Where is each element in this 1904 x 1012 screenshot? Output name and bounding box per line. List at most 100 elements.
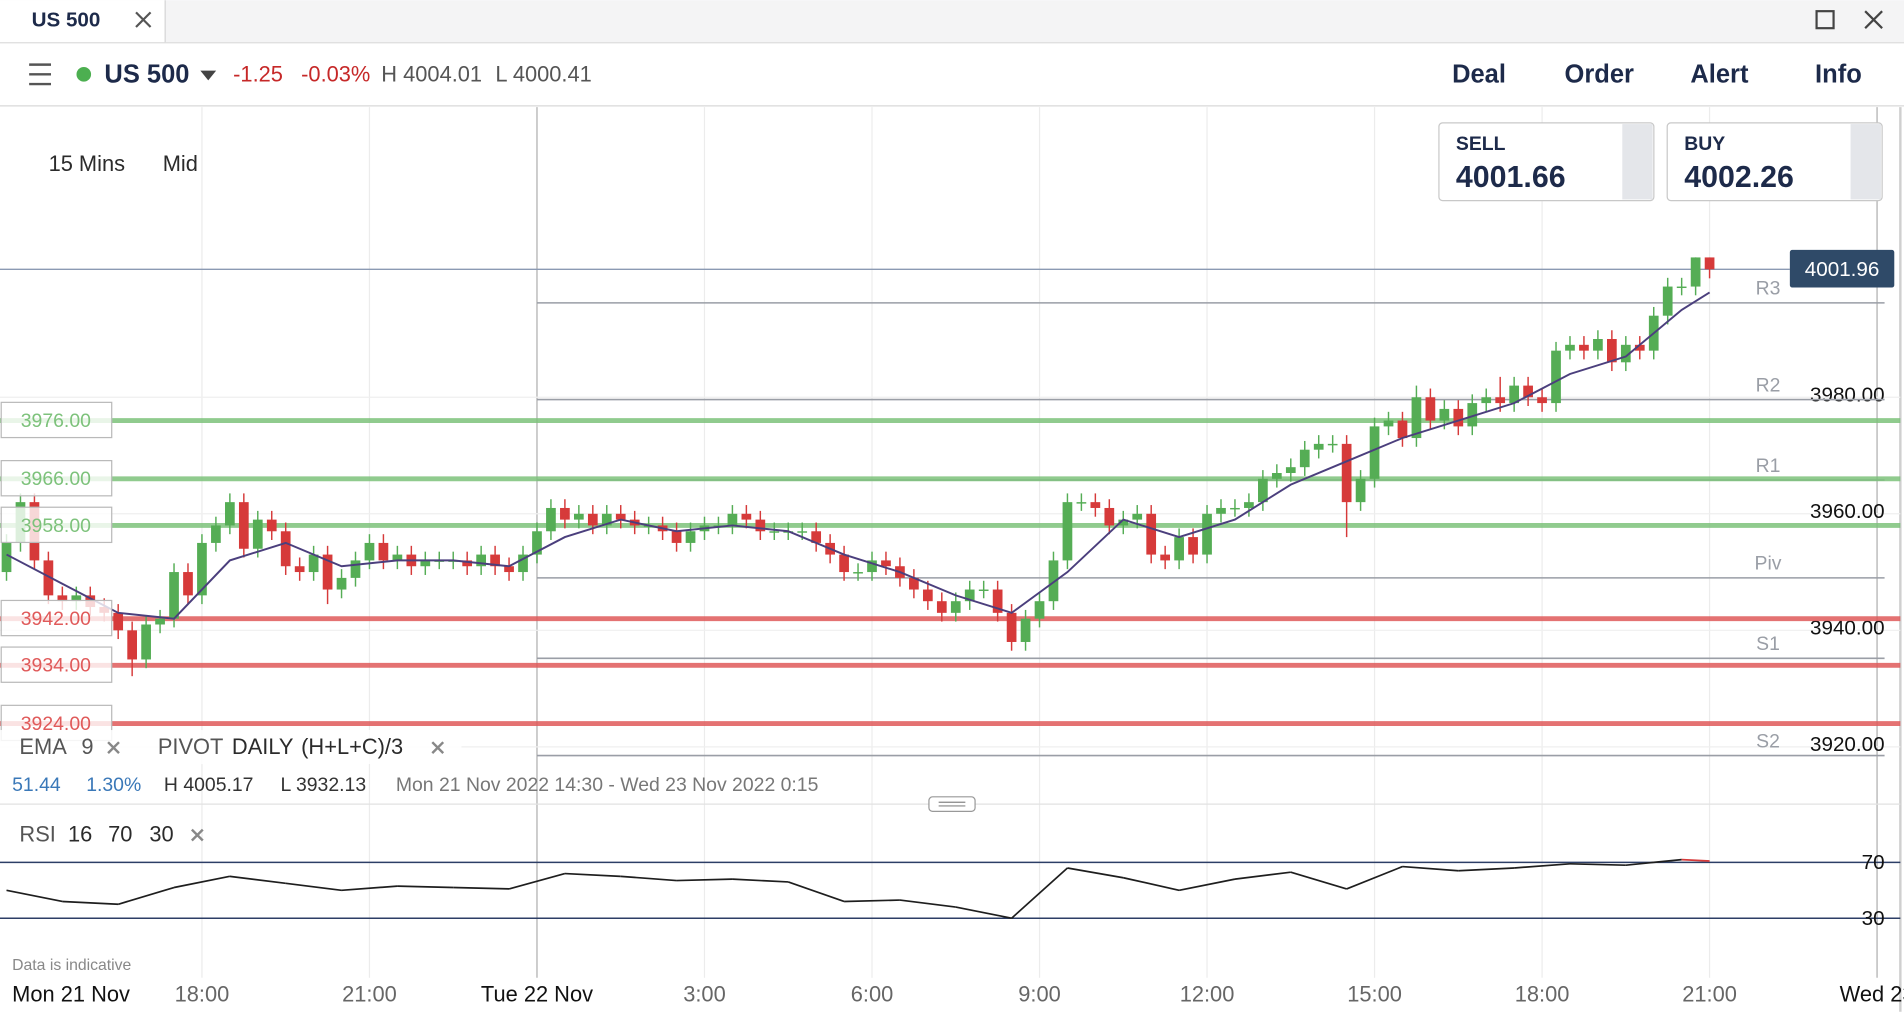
candle-body xyxy=(308,554,319,573)
candle-body xyxy=(671,531,682,543)
candle-body xyxy=(532,531,542,555)
level-box xyxy=(0,460,113,497)
panel-resize-handle[interactable] xyxy=(928,796,976,812)
candle-body xyxy=(587,513,598,526)
candle-body xyxy=(797,531,808,533)
instrument[interactable]: US 500 xyxy=(104,60,189,88)
candle-body xyxy=(601,513,612,526)
candle-body xyxy=(294,566,305,573)
instrument-dropdown[interactable] xyxy=(200,70,217,81)
change: -1.25 xyxy=(233,61,283,86)
rsi-tick-label: 30 xyxy=(1862,907,1885,930)
window-close[interactable] xyxy=(1864,10,1883,29)
candle-body xyxy=(155,618,165,625)
tab-close[interactable] xyxy=(135,11,152,28)
rsi-segment xyxy=(341,885,398,892)
candle-body xyxy=(909,577,919,590)
rsi-segment xyxy=(787,881,845,903)
rsi-segment xyxy=(117,886,175,906)
pivot-label: S2 xyxy=(1756,730,1780,752)
candle-body xyxy=(71,595,82,602)
candle-body xyxy=(1,542,12,573)
candle-body xyxy=(1076,502,1087,504)
buy-label: BUY xyxy=(1684,133,1725,155)
rsi-segment xyxy=(6,889,63,903)
candle-body xyxy=(1090,502,1101,508)
rsi-segment xyxy=(453,886,510,890)
rsi-param: 30 xyxy=(149,821,173,846)
rsi-segment xyxy=(1458,867,1515,872)
candle-body xyxy=(1244,502,1254,508)
level-label: 3976.00 xyxy=(21,410,91,432)
rsi-segment xyxy=(1067,867,1124,879)
candle-body xyxy=(615,513,626,520)
rsi-segment xyxy=(508,872,566,890)
candle-body xyxy=(1258,478,1268,503)
level-box xyxy=(0,599,113,637)
candle-body xyxy=(1146,513,1157,555)
candle-body xyxy=(420,560,431,567)
alert-button[interactable]: Alert xyxy=(1690,60,1749,88)
tab-title: US 500 xyxy=(32,8,101,31)
buy-ticket-side xyxy=(1850,124,1881,200)
candle-body xyxy=(992,589,1003,613)
candle-body xyxy=(1579,344,1589,351)
change-pct: -0.03% xyxy=(301,61,370,86)
maximize-icon[interactable] xyxy=(1815,10,1835,30)
day-low: L 4000.41 xyxy=(495,61,591,86)
interval[interactable]: 15 Mins xyxy=(49,151,126,176)
level-box xyxy=(0,401,113,439)
rsi-segment xyxy=(620,875,677,882)
candle-body xyxy=(1216,507,1226,514)
rsi-param: 70 xyxy=(108,821,132,846)
candle-body xyxy=(127,630,138,660)
remove-pivot[interactable] xyxy=(431,741,445,754)
candle-body xyxy=(462,560,473,567)
info-button[interactable]: Info xyxy=(1815,60,1862,88)
price-type[interactable]: Mid xyxy=(163,151,198,176)
candle-body xyxy=(1104,507,1115,526)
candle-body xyxy=(1174,537,1184,561)
level-label: 3958.00 xyxy=(21,515,91,537)
candle-body xyxy=(755,519,766,532)
stats-change: 51.44 xyxy=(12,774,61,796)
candle-body xyxy=(853,572,863,574)
candle-body xyxy=(1551,350,1561,404)
tab[interactable] xyxy=(0,0,166,43)
rsi-segment xyxy=(1514,862,1571,869)
candle-body xyxy=(978,589,989,591)
current-price-label: 4001.96 xyxy=(1805,258,1880,281)
candle-body xyxy=(113,612,124,631)
candle-body xyxy=(1202,513,1212,555)
candle-body xyxy=(197,542,207,596)
menu-icon[interactable] xyxy=(29,63,51,86)
candle-body xyxy=(950,601,961,613)
candle-body xyxy=(252,519,263,549)
candle-body xyxy=(490,554,500,567)
candle-body xyxy=(378,542,389,561)
candle-body xyxy=(1565,344,1575,351)
candle-body xyxy=(504,566,514,573)
buy-ticket[interactable] xyxy=(1666,122,1883,202)
rsi-segment xyxy=(844,899,900,903)
remove-rsi[interactable] xyxy=(190,828,204,842)
y-tick-label: 3980.00 xyxy=(1810,384,1885,407)
sell-ticket[interactable] xyxy=(1438,122,1655,202)
order-button[interactable]: Order xyxy=(1564,60,1634,88)
pivot-label: Piv xyxy=(1755,553,1782,575)
candle-body xyxy=(392,554,403,561)
level-box xyxy=(0,506,113,544)
deal-button[interactable]: Deal xyxy=(1452,60,1506,88)
candle-body xyxy=(1299,449,1310,468)
pivot-label: R2 xyxy=(1756,374,1781,396)
candle-body xyxy=(936,601,947,613)
x-tick-label: 18:00 xyxy=(1515,982,1570,1007)
rsi-segment xyxy=(899,899,956,908)
rsi-param: 16 xyxy=(68,821,92,846)
remove-ema[interactable] xyxy=(107,741,120,754)
x-tick-label: 15:00 xyxy=(1347,982,1402,1007)
stats-low: L 3932.13 xyxy=(281,774,367,796)
rsi-segment xyxy=(1123,876,1180,892)
